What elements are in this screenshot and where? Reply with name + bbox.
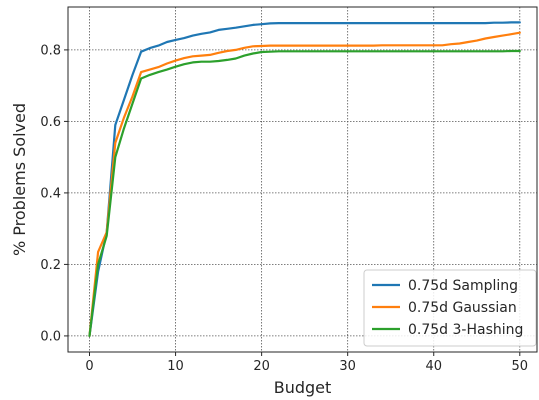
series-line xyxy=(88,49,521,337)
plot-area-frame xyxy=(67,6,538,353)
x-axis-label: Budget xyxy=(274,378,332,397)
x-tick-label: 30 xyxy=(339,359,356,374)
legend-label: 0.75d 3-Hashing xyxy=(408,322,523,338)
y-tick-label: 0.6 xyxy=(40,115,61,130)
x-tick-label: 0 xyxy=(85,359,93,374)
axis-ticks: 0 10 20 30 40 50 0.0 0.2 0.4 0.6 0.8 xyxy=(40,43,528,374)
x-tick-label: 20 xyxy=(253,359,270,374)
y-tick-label: 0.4 xyxy=(40,186,61,201)
y-tick-label: 0.8 xyxy=(40,43,61,58)
y-tick-label: 0.2 xyxy=(40,258,61,273)
y-axis-label: % Problems Solved xyxy=(10,103,29,256)
series-line xyxy=(88,31,521,337)
legend: 0.75d Sampling 0.75d Gaussian 0.75d 3-Hash… xyxy=(363,269,537,347)
x-tick-label: 50 xyxy=(512,359,529,374)
x-tick-label: 10 xyxy=(167,359,184,374)
x-tick-label: 40 xyxy=(425,359,442,374)
legend-label: 0.75d Gaussian xyxy=(408,300,517,316)
series-lines xyxy=(88,21,521,337)
y-tick-label: 0.0 xyxy=(40,329,61,344)
series-line xyxy=(88,21,521,337)
legend-label: 0.75d Sampling xyxy=(408,278,518,294)
legend-box xyxy=(363,269,537,347)
